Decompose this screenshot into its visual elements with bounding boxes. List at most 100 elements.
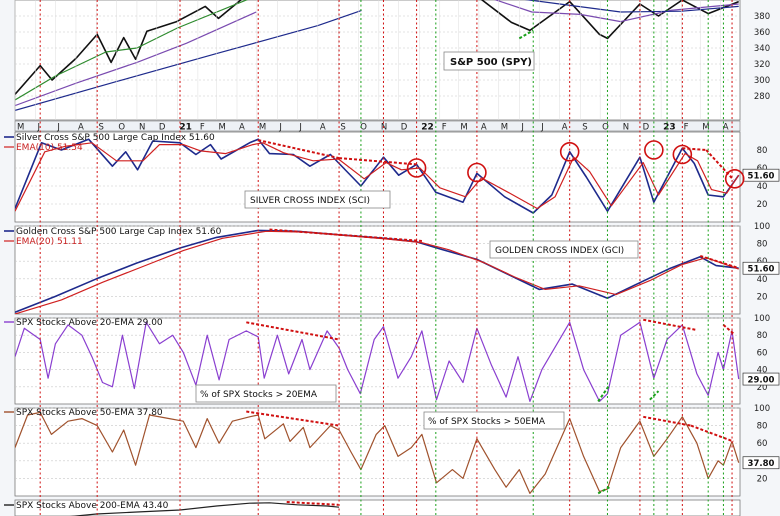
callout-sci: SILVER CROSS INDEX (SCI) [244,190,391,209]
s50-tick-label: 60 [757,439,768,449]
gci-tick-label: 20 [757,292,768,302]
s20-trendline [722,324,735,335]
legend-s200: SPX Stocks Above 200-EMA 43.40 [4,501,169,511]
s20-tick-label: 60 [757,348,768,358]
x-tick-label: N [623,123,629,133]
gci-frame [14,225,741,315]
signal-lines [39,0,733,516]
legend-gci-ema: EMA(20) 51.11 [16,237,83,247]
x-tick-label: M [259,123,266,133]
x-tick-label: A [723,123,729,133]
spy-support-line [518,29,534,40]
x-tick-label: F [684,123,689,133]
x-tick-label: O [118,123,125,133]
spy-tick-label: 360 [754,28,770,38]
s20-tick-label: 100 [754,314,770,324]
s200-series-s200 [69,502,340,516]
x-tick-label: M [702,123,709,133]
spy-series-price [15,0,242,95]
gci-series-ema [15,230,739,314]
s50-trendline [643,415,692,427]
s50-trendline [690,424,734,443]
sci-highlight-circle [672,144,693,165]
legend-sci-main: Silver Cross S&P 500 Large Cap Index 51.… [16,133,215,143]
sci-tick-label: 20 [757,200,768,210]
callout-gci: GOLDEN CROSS INDEX (GCI) [489,240,639,259]
gci-trendline [269,228,422,242]
x-tick-label: 22 [421,123,434,133]
gci-last-badge: 51.60 [748,265,775,275]
gci-tick-label: 80 [757,240,768,250]
s20-tick-label: 40 [757,366,768,376]
x-tick-label: J [520,123,524,133]
spy-tick-label: 280 [754,92,770,102]
legend-s20: SPX Stocks Above 20-EMA 29.00 [4,318,163,328]
x-tick-label: M [501,123,508,133]
gci-trendline [699,254,737,269]
s20-trendline [246,321,340,341]
x-tick-label: N [381,123,387,133]
gci-last-badge-box [742,261,780,275]
sci-last-badge: 51.60 [748,172,775,182]
callout-s50-text: % of SPX Stocks > 50EMA [428,417,546,427]
x-tick-label: J [278,123,282,133]
callout-s50: % of SPX Stocks > 50EMA [423,411,565,430]
x-tick-label: A [562,123,568,133]
legend-s50: SPX Stocks Above 50-EMA 37.80 [4,408,163,418]
spy-tick-label: 380 [754,12,770,22]
s50-last-badge: 37.80 [748,459,775,469]
x-tick-label: S [582,123,587,133]
x-tick-label: N [139,123,145,133]
callout-gci-text: GOLDEN CROSS INDEX (GCI) [495,246,624,256]
x-tick-label: O [602,123,609,133]
legend-gci: Golden Cross S&P 500 Large Cap Index 51.… [4,227,222,247]
s20-series-s20 [15,321,740,402]
x-tick-label: F [442,123,447,133]
x-tick-label: A [320,123,326,133]
x-tick-label: M [460,123,467,133]
x-tick-label: J [56,123,60,133]
x-tick-label: D [159,123,166,133]
panel-stocks-above-200ema [14,499,741,516]
s50-tick-label: 20 [757,474,768,484]
x-tick-label: M [218,123,225,133]
s20-last-badge: 29.00 [748,376,775,386]
x-tick-label: J [37,123,41,133]
callout-spy-text: S&P 500 (SPY) [450,57,532,68]
x-tick-label: A [239,123,245,133]
s20-tick-label: 80 [757,331,768,341]
sci-highlight-circle [559,142,580,162]
sci-trendline [682,147,707,151]
legend-sci: Silver Cross S&P 500 Large Cap Index 51.… [4,133,215,153]
s20-last-badge-box [742,372,780,386]
s50-series-group [15,411,740,494]
sci-series-group [15,138,740,214]
x-tick-label: D [643,123,650,133]
sci-highlight-circle [724,169,745,189]
x-tick-label: S [99,123,104,133]
sci-trendline [705,149,735,181]
s50-series-s50 [15,411,740,494]
gci-series-group [15,229,739,314]
s200-series-group [69,502,340,516]
x-tick-label: O [360,123,367,133]
gci-tick-label: 40 [757,275,768,285]
s50-frame [14,407,741,497]
x-tick-label: 21 [179,123,192,133]
sci-series-sci [15,138,740,214]
annotations [246,29,745,506]
x-tick-label: A [481,123,487,133]
s20-trendline [643,318,698,332]
s50-support-line [597,486,610,495]
x-tick-label: S [340,123,345,133]
x-tick-label: A [78,123,84,133]
gci-tick-label: 100 [754,222,770,232]
x-tick-label: J [298,123,302,133]
s50-trendline [246,410,340,427]
x-axis-band [14,120,741,132]
x-tick-label: F [200,123,205,133]
s20-tick-label: 20 [757,383,768,393]
spy-series-ma_green [15,0,248,101]
x-tick-label: D [401,123,408,133]
